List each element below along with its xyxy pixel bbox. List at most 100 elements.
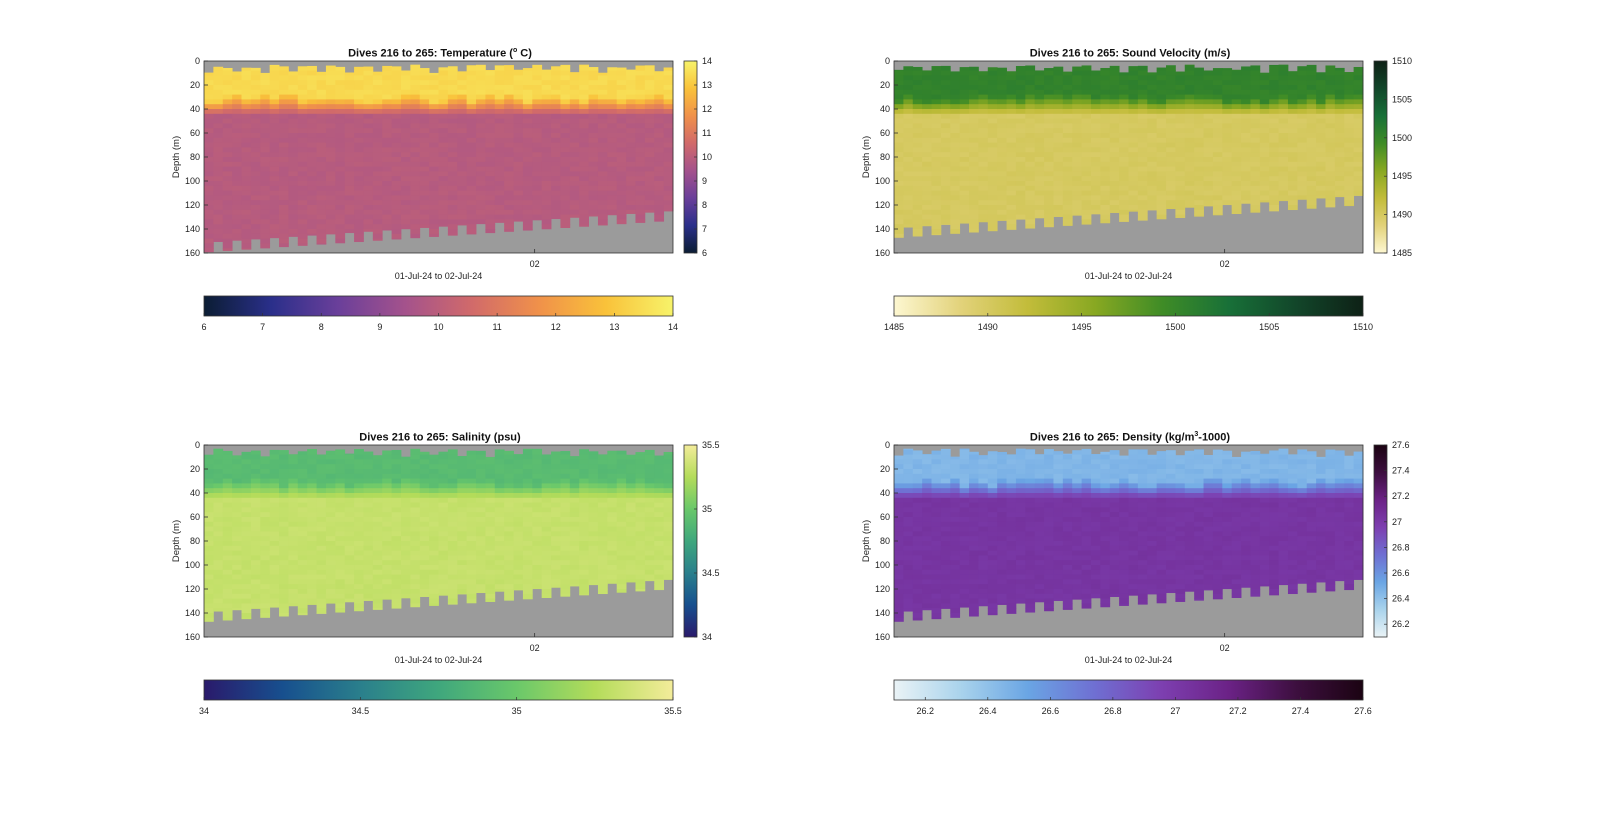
heatmap-cell: [213, 497, 224, 503]
heatmap-cell: [1100, 80, 1111, 86]
heatmap-cell: [588, 171, 599, 177]
heatmap-cell: [438, 483, 449, 489]
heatmap-cell: [663, 209, 674, 212]
heatmap-cell: [931, 147, 942, 153]
heatmap-cell: [1250, 113, 1261, 119]
heatmap-cell: [279, 209, 289, 215]
heatmap-cell: [250, 161, 261, 167]
heatmap-cell: [940, 176, 951, 182]
heatmap-cell: [222, 541, 233, 547]
heatmap-cell: [297, 224, 308, 230]
heatmap-cell: [335, 526, 346, 532]
heatmap-cell: [551, 161, 561, 167]
heatmap-cell: [419, 531, 430, 537]
heatmap-cell: [1025, 70, 1036, 76]
heatmap-cell: [429, 113, 439, 119]
heatmap-cell: [344, 521, 355, 527]
heatmap-cell: [466, 185, 477, 191]
heatmap-cell: [410, 65, 421, 71]
heatmap-cell: [541, 541, 552, 547]
heatmap-cell: [1025, 80, 1036, 86]
heatmap-cell: [325, 118, 336, 124]
heatmap-cell: [222, 133, 233, 139]
heatmap-cell: [204, 123, 214, 129]
heatmap-cell: [213, 118, 224, 124]
heatmap-cell: [1053, 80, 1064, 86]
heatmap-cell: [1034, 185, 1045, 191]
heatmap-cell: [513, 166, 524, 172]
heatmap-cell: [626, 166, 636, 172]
heatmap-cell: [1344, 157, 1355, 163]
heatmap-cell: [307, 464, 317, 470]
heatmap-cell: [485, 456, 496, 460]
heatmap-cell: [1034, 205, 1045, 211]
heatmap-cell: [260, 233, 271, 239]
heatmap-cell: [438, 545, 449, 551]
heatmap-cell: [204, 613, 214, 619]
heatmap-cell: [354, 459, 364, 465]
heatmap-cell: [1119, 171, 1129, 177]
heatmap-cell: [588, 67, 599, 71]
heatmap-cell: [222, 550, 233, 556]
heatmap-cell: [485, 75, 496, 81]
heatmap-cell: [1287, 89, 1298, 95]
panel-title: Dives 216 to 265: Temperature (o C): [200, 47, 680, 60]
heatmap-cell: [250, 171, 261, 177]
heatmap-cell: [588, 75, 599, 81]
heatmap-cell: [260, 137, 271, 143]
heatmap-cell: [1166, 65, 1176, 71]
heatmap-cell: [1259, 142, 1270, 148]
heatmap-cell: [597, 502, 608, 508]
heatmap-cell: [476, 214, 486, 220]
heatmap-cell: [922, 190, 932, 196]
heatmap-cell: [419, 109, 430, 115]
heatmap-cell: [269, 493, 280, 499]
heatmap-cell: [269, 137, 280, 143]
heatmap-cell: [894, 152, 904, 158]
heatmap-cell: [626, 555, 636, 561]
heatmap-cell: [241, 99, 252, 105]
heatmap-cell: [1203, 133, 1214, 139]
heatmap-cell: [325, 550, 336, 556]
heatmap-cell: [1081, 142, 1092, 148]
heatmap-cell: [1119, 99, 1129, 105]
heatmap-cell: [354, 464, 364, 470]
heatmap-cell: [269, 579, 280, 585]
heatmap-cell: [325, 80, 336, 86]
heatmap-cell: [607, 190, 618, 196]
heatmap-cell: [241, 507, 252, 513]
heatmap-cell: [1203, 85, 1214, 91]
heatmap-cell: [297, 133, 308, 139]
heatmap-cell: [1081, 161, 1092, 167]
heatmap-cell: [1212, 113, 1223, 119]
heatmap-cell: [325, 545, 336, 551]
heatmap-cell: [1325, 205, 1336, 208]
heatmap-cell: [438, 593, 449, 596]
heatmap-cell: [1015, 89, 1026, 95]
heatmap-cell: [241, 483, 252, 489]
heatmap-cell: [250, 185, 261, 191]
heatmap-cell: [1297, 85, 1308, 91]
heatmap-cell: [1203, 190, 1214, 196]
heatmap-cell: [969, 181, 979, 187]
heatmap-cell: [250, 214, 261, 220]
heatmap-cell: [204, 565, 214, 571]
heatmap-cell: [588, 493, 599, 499]
heatmap-cell: [316, 133, 327, 139]
heatmap-cell: [344, 205, 355, 211]
heatmap-cell: [466, 152, 477, 158]
heatmap-cell: [372, 521, 383, 527]
heatmap-cell: [607, 85, 618, 91]
heatmap-cell: [560, 171, 571, 177]
heatmap-cell: [1006, 75, 1017, 81]
heatmap-cell: [513, 454, 524, 455]
heatmap-cell: [1044, 152, 1054, 158]
heatmap-cell: [551, 521, 561, 527]
heatmap-cell: [250, 569, 261, 575]
heatmap-cell: [429, 488, 439, 494]
heatmap-cell: [279, 214, 289, 220]
heatmap-cell: [1175, 118, 1186, 124]
heatmap-cell: [1278, 133, 1289, 139]
heatmap-cell: [363, 569, 374, 575]
heatmap-cell: [204, 459, 214, 465]
